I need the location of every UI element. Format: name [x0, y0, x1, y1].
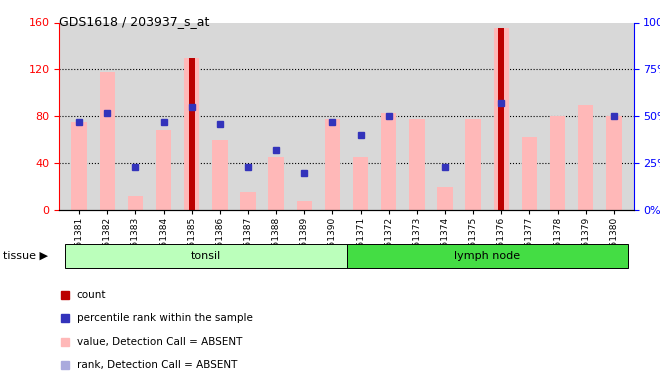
Bar	[438, 187, 453, 210]
Bar	[465, 118, 481, 210]
Bar	[381, 113, 397, 210]
Text: GDS1618 / 203937_s_at: GDS1618 / 203937_s_at	[59, 15, 210, 28]
Bar	[65, 244, 346, 268]
Bar	[409, 118, 424, 210]
Text: tissue ▶: tissue ▶	[3, 251, 48, 261]
Bar	[521, 137, 537, 210]
Bar	[498, 28, 504, 210]
Bar	[296, 201, 312, 210]
Bar	[346, 244, 628, 268]
Text: value, Detection Call = ABSENT: value, Detection Call = ABSENT	[77, 337, 242, 347]
Bar	[353, 157, 368, 210]
Text: tonsil: tonsil	[191, 251, 221, 261]
Bar	[494, 28, 509, 210]
Text: lymph node: lymph node	[454, 251, 520, 261]
Bar	[212, 140, 228, 210]
Bar	[325, 118, 340, 210]
Bar	[578, 105, 593, 210]
Text: percentile rank within the sample: percentile rank within the sample	[77, 314, 253, 324]
Text: count: count	[77, 290, 106, 300]
Bar	[606, 116, 622, 210]
Bar	[71, 122, 87, 210]
Text: rank, Detection Call = ABSENT: rank, Detection Call = ABSENT	[77, 360, 237, 370]
Bar	[127, 196, 143, 210]
Bar	[269, 157, 284, 210]
Bar	[156, 130, 172, 210]
Bar	[100, 72, 115, 210]
Bar	[240, 192, 255, 210]
Bar	[550, 116, 566, 210]
Bar	[184, 58, 199, 210]
Bar	[189, 58, 195, 210]
